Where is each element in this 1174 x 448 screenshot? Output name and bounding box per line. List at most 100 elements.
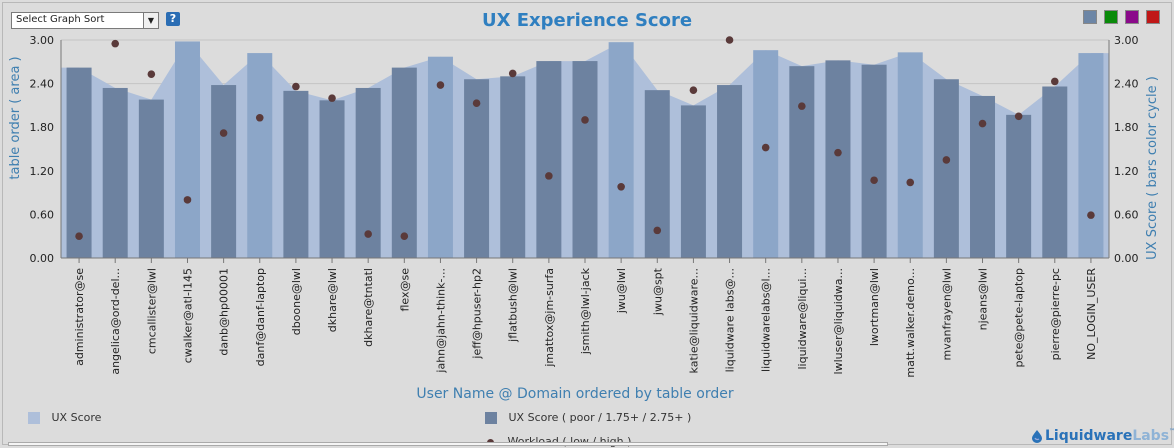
bar xyxy=(572,61,598,258)
help-icon[interactable]: ? xyxy=(166,12,180,26)
bar xyxy=(1006,114,1032,258)
workload-point xyxy=(472,99,481,108)
x-tick-label: jahn@jahn-think-... xyxy=(434,268,447,374)
workload-point xyxy=(219,129,228,137)
workload-point xyxy=(1087,211,1095,219)
x-tick-label: dboone@lwl xyxy=(290,268,303,335)
x-tick-label: jwu@lwl xyxy=(615,268,628,314)
workload-point xyxy=(906,178,915,187)
workload-point xyxy=(725,36,734,44)
color-swatch-red[interactable] xyxy=(1146,10,1160,24)
graph-sort-select[interactable]: Select Graph Sort ▼ xyxy=(11,12,159,29)
workload-point xyxy=(400,232,409,240)
x-tick-label: lwortman@lwl xyxy=(868,268,881,346)
y-tick-label-right: 0.00 xyxy=(1114,252,1139,265)
x-tick-label: flex@se xyxy=(398,268,411,312)
liquidware-labs-logo: LiquidwareLabs™ xyxy=(1030,428,1174,444)
brand-name-part2: Labs xyxy=(1132,428,1170,444)
legend-label-area: UX Score xyxy=(51,411,102,424)
bar xyxy=(897,52,923,258)
bar xyxy=(536,61,562,258)
bar xyxy=(247,53,273,258)
workload-point xyxy=(111,39,120,48)
workload-point xyxy=(292,82,300,91)
y-tick-label-left: 2.40 xyxy=(30,78,55,91)
workload-point xyxy=(870,176,878,185)
x-tick-label: katie@liquidware... xyxy=(687,268,700,373)
workload-point xyxy=(545,172,553,180)
x-tick-label: administrator@se xyxy=(73,268,86,366)
bar xyxy=(753,50,779,258)
workload-point xyxy=(147,70,156,78)
workload-point xyxy=(978,119,987,128)
workload-point xyxy=(617,182,625,191)
workload-point xyxy=(1014,112,1023,121)
bar xyxy=(283,90,309,258)
color-swatch-green[interactable] xyxy=(1104,10,1118,24)
y-tick-label-right: 2.40 xyxy=(1114,78,1139,91)
legend-item-ux-score-area[interactable]: UX Score xyxy=(28,411,101,424)
workload-point xyxy=(653,226,662,235)
bar xyxy=(825,60,851,259)
bar xyxy=(319,100,345,259)
graph-sort-label: Select Graph Sort xyxy=(16,14,105,25)
y-tick-label-right: 0.60 xyxy=(1114,208,1139,221)
color-swatch-purple[interactable] xyxy=(1125,10,1139,24)
y-tick-label-right: 3.00 xyxy=(1114,34,1139,47)
bar xyxy=(427,56,453,258)
legend-swatch-area xyxy=(28,412,40,424)
x-tick-label: jsmith@lwl-jack xyxy=(579,267,592,355)
bar xyxy=(66,67,92,258)
workload-point xyxy=(436,81,445,89)
y-tick-label-left: 0.00 xyxy=(30,252,55,265)
bar xyxy=(102,87,128,259)
x-tick-label: pete@pete-laptop xyxy=(1013,268,1026,367)
droplet-icon xyxy=(1032,430,1042,443)
bar xyxy=(717,85,743,258)
bar xyxy=(1042,86,1068,258)
bar xyxy=(933,79,959,259)
x-tick-label: matt.walker.demo... xyxy=(904,268,917,378)
brand-tm: ™ xyxy=(1169,428,1174,435)
bar xyxy=(500,76,526,258)
y-axis-label-left: table order ( area ) xyxy=(8,56,23,179)
x-tick-label: lwluser@liquidwa... xyxy=(832,268,845,374)
chevron-down-icon[interactable]: ▼ xyxy=(143,13,158,28)
bar xyxy=(1078,53,1104,258)
x-tick-label: liquidware labs@... xyxy=(724,268,737,372)
legend-item-ux-score-bars[interactable]: UX Score ( poor / 1.75+ / 2.75+ ) xyxy=(485,411,691,424)
color-swatch-slate[interactable] xyxy=(1083,10,1097,24)
y-tick-label-left: 1.80 xyxy=(30,121,55,134)
bar xyxy=(608,42,634,259)
y-tick-label-left: 3.00 xyxy=(30,34,55,47)
horizontal-scrollbar[interactable] xyxy=(8,442,888,446)
workload-point xyxy=(508,69,517,78)
workload-point xyxy=(689,86,698,94)
legend-swatch-bars xyxy=(485,412,497,424)
chart-title: UX Experience Score xyxy=(481,10,693,31)
x-tick-label: dkhare@tntatl xyxy=(362,268,375,347)
y-axis-label-right: UX Score ( bars color cycle ) xyxy=(1145,76,1160,260)
x-tick-label: mvanfrayen@lwl xyxy=(940,268,953,360)
x-tick-label: danf@danf-laptop xyxy=(254,268,267,366)
x-tick-label: dkhare@lwl xyxy=(326,268,339,332)
brand-name-part1: Liquidware xyxy=(1045,428,1133,444)
x-tick-label: jmattox@jm-surfa xyxy=(543,268,556,368)
legend-label-bars: UX Score ( poor / 1.75+ / 2.75+ ) xyxy=(508,411,692,424)
x-tick-label: angelica@ord-del... xyxy=(109,268,122,375)
workload-point xyxy=(75,232,83,240)
x-tick-label: liquidwarelabs@l... xyxy=(760,268,773,372)
bar xyxy=(391,67,417,258)
y-tick-label-left: 1.20 xyxy=(30,165,55,178)
bar xyxy=(680,105,706,259)
workload-point xyxy=(834,148,842,157)
bar xyxy=(138,99,164,258)
x-axis-label: User Name @ Domain ordered by table orde… xyxy=(416,386,733,402)
workload-point xyxy=(328,94,336,102)
workload-point xyxy=(581,116,589,124)
x-tick-label: danb@hp00001 xyxy=(218,268,231,356)
y-tick-label-left: 0.60 xyxy=(30,208,55,221)
workload-point xyxy=(364,230,372,238)
bar xyxy=(861,64,887,258)
